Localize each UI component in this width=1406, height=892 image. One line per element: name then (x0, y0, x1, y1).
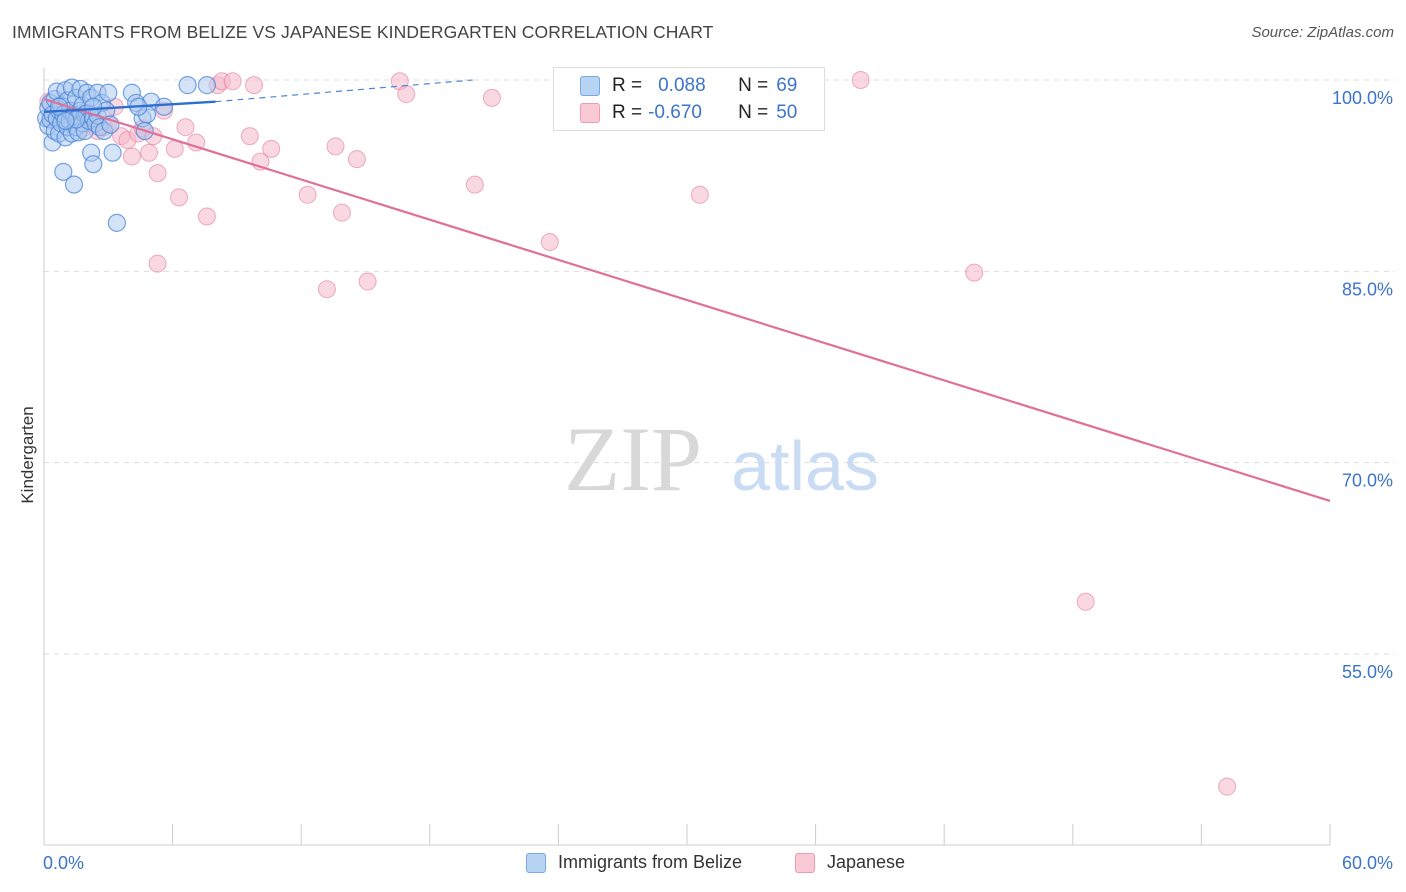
japanese-point (140, 143, 159, 162)
japanese-point (197, 207, 216, 226)
gridlines (44, 79, 1395, 655)
axes (43, 68, 1331, 846)
bottom-legend-belize: Immigrants from Belize (526, 852, 742, 873)
japanese-point (465, 175, 484, 194)
belize-point (64, 175, 84, 194)
bottom-legend-japanese: Japanese (795, 852, 905, 873)
japanese-point (170, 188, 189, 207)
watermark-atlas: atlas (731, 427, 879, 505)
legend-r-value: 0.088 (658, 75, 706, 96)
japanese-point (690, 185, 709, 204)
japanese-point (332, 203, 351, 222)
legend-swatch-pink (580, 103, 600, 123)
japanese-point (176, 118, 195, 137)
japanese-point (187, 133, 206, 152)
source-credit: Source: ZipAtlas.com (1251, 24, 1394, 41)
japanese-point (358, 272, 377, 291)
belize-point (54, 162, 73, 181)
correlation-legend: R = 0.088 N = 69 R = -0.670 N = 50 (553, 67, 825, 131)
legend-r-label: R = (612, 75, 643, 96)
japanese-point (122, 147, 141, 166)
japanese-point (326, 137, 345, 156)
y-tick-label: 85.0% (1342, 279, 1393, 299)
legend-n-value: 69 (776, 75, 798, 96)
belize-point (178, 76, 197, 95)
x-tick-label: 60.0% (1342, 853, 1393, 873)
japanese-trend-line (43, 98, 1331, 502)
japanese-point (482, 88, 501, 107)
japanese-point (298, 185, 317, 204)
japanese-point (1218, 777, 1237, 796)
legend-n-label: N = (738, 75, 769, 96)
belize-point (84, 155, 103, 174)
japanese-point (245, 76, 264, 95)
watermark-zip: ZIP (564, 408, 702, 510)
japanese-point (1076, 592, 1095, 611)
chart-title: IMMIGRANTS FROM BELIZE VS JAPANESE KINDE… (12, 22, 714, 42)
japanese-point (347, 150, 366, 169)
y-tick-label: 100.0% (1332, 88, 1393, 108)
legend-row-belize: R = 0.088 N = 69 (554, 73, 797, 99)
belize-point (99, 83, 118, 102)
trend-lines (43, 79, 1331, 502)
y-tick-label: 55.0% (1342, 662, 1393, 682)
legend-n-label: N = (738, 102, 769, 123)
legend-r-value: -0.670 (648, 102, 702, 123)
bottom-legend-swatch-pink (795, 852, 815, 873)
belize-point (103, 143, 122, 162)
y-tick-label: 70.0% (1342, 471, 1393, 491)
belize-point (197, 76, 216, 95)
belize-point (56, 111, 75, 130)
japanese-point (397, 85, 416, 104)
bottom-legend-label: Japanese (827, 852, 906, 872)
japanese-point (148, 164, 167, 183)
japanese-point (148, 254, 167, 273)
belize-point (107, 213, 126, 232)
japanese-point (240, 127, 259, 146)
legend-r-label: R = (612, 102, 643, 123)
bottom-legend-label: Immigrants from Belize (558, 852, 743, 872)
tick-labels: 100.0% 85.0% 70.0% 55.0% 0.0% 60.0% (43, 88, 1393, 873)
belize-trend-line (43, 100, 216, 114)
legend-swatch-blue (580, 76, 600, 96)
belize-point (154, 97, 174, 116)
japanese-point (262, 139, 281, 158)
japanese-point (851, 71, 870, 89)
x-tick-label: 0.0% (43, 853, 84, 873)
legend-n-value: 50 (776, 102, 798, 123)
japanese-point (223, 72, 242, 91)
japanese-point (965, 263, 984, 282)
bottom-legend-swatch-blue (526, 852, 546, 873)
japanese-point (317, 280, 336, 299)
legend-row-japanese: R = -0.670 N = 50 (554, 100, 797, 126)
watermark: ZIP atlas (564, 408, 879, 510)
japanese-point (540, 232, 559, 251)
